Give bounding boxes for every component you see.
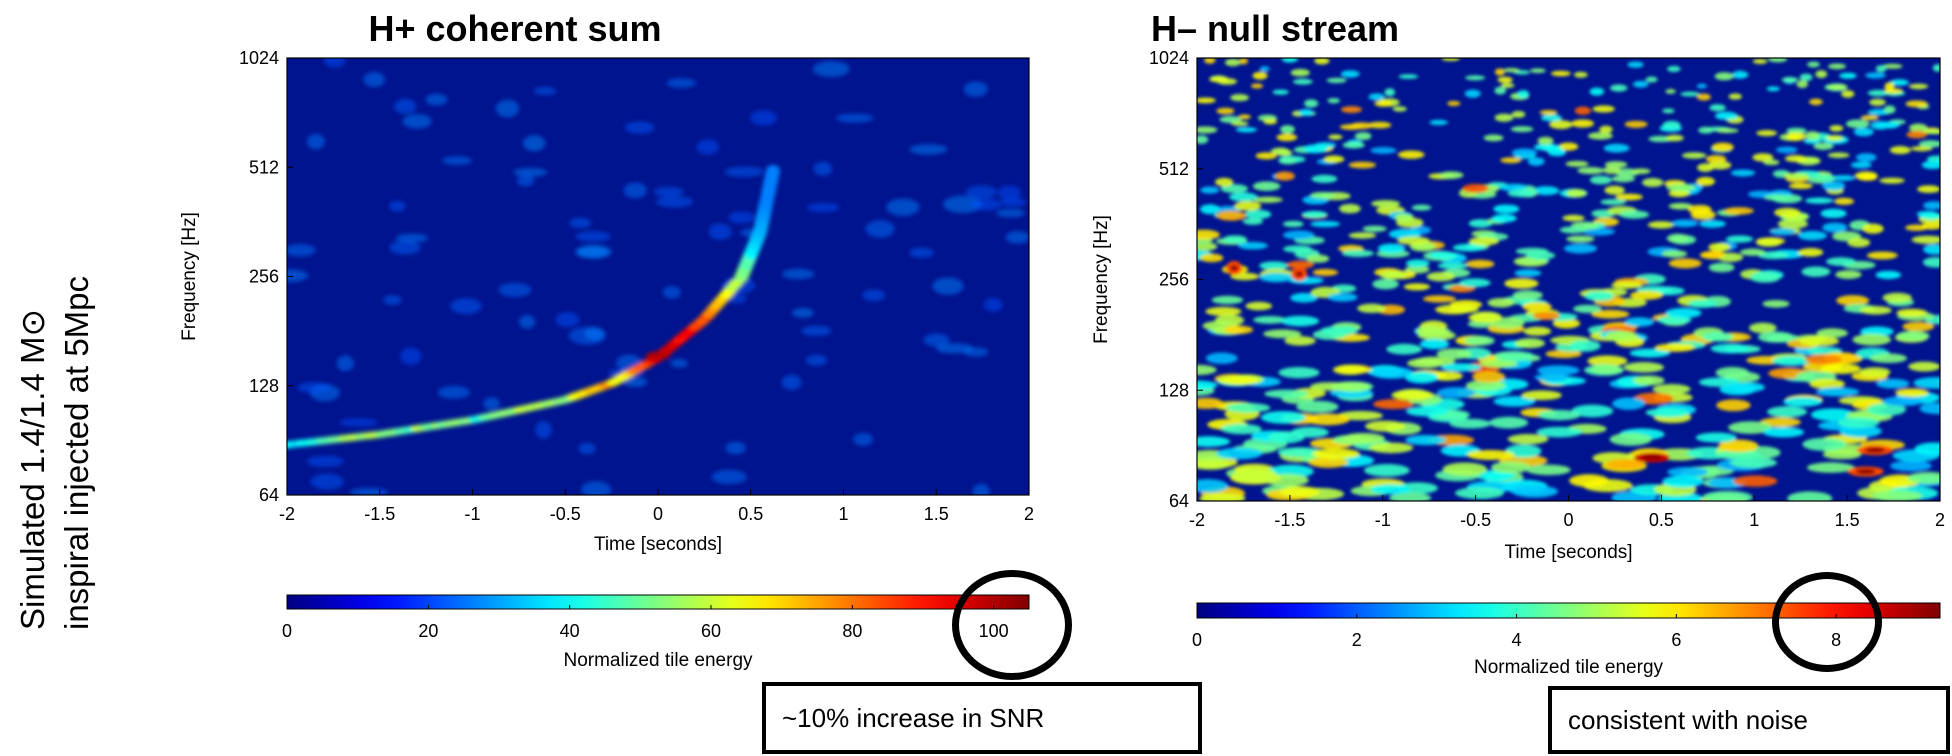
left-colorbar-tick-label: 40: [560, 621, 580, 641]
left-annotation-box: ~10% increase in SNR: [762, 682, 1202, 754]
left-colorbar-highlight-circle: [952, 570, 1072, 680]
right-heatmap-field: [1197, 58, 1940, 501]
right-y-axis-label: Frequency [Hz]: [1091, 215, 1112, 344]
left-colorbar-tick-label: 0: [282, 621, 292, 641]
right-x-tick-label: -2: [1189, 510, 1205, 530]
side-label-line2: inspiral injected at 5Mpc: [58, 276, 95, 630]
left-colorbar-tick-label: 80: [842, 621, 862, 641]
side-label-line1: Simulated 1.4/1.4 M⊙: [14, 309, 51, 630]
right-y-tick-label: 1024: [1149, 48, 1189, 68]
right-colorbar-label: Normalized tile energy: [1474, 657, 1664, 678]
right-colorbar-tick-label: 0: [1192, 630, 1202, 650]
left-y-tick-label: 1024: [239, 48, 279, 68]
right-chart-title: H– null stream: [1150, 8, 1400, 49]
right-x-tick-label: -0.5: [1460, 510, 1491, 530]
left-y-tick-label: 256: [249, 267, 279, 287]
right-x-tick-label: 0.5: [1649, 510, 1674, 530]
right-colorbar: [1196, 602, 1941, 619]
left-x-tick-label: -1.5: [364, 504, 395, 524]
left-x-tick-label: -1: [464, 504, 480, 524]
side-label: Simulated 1.4/1.4 M⊙ inspiral injected a…: [0, 0, 130, 756]
left-x-tick-label: 1.5: [924, 504, 949, 524]
right-y-tick-label: 128: [1159, 380, 1189, 400]
left-x-tick-label: 0: [653, 504, 663, 524]
left-y-tick-label: 512: [249, 157, 279, 177]
right-colorbar-highlight-circle: [1772, 572, 1882, 672]
right-y-tick-label: 256: [1159, 270, 1189, 290]
left-x-tick-label: -2: [279, 504, 295, 524]
right-x-tick-label: 1: [1749, 510, 1759, 530]
right-x-tick-label: 2: [1935, 510, 1945, 530]
right-colorbar-tick-label: 4: [1512, 630, 1522, 650]
left-x-tick-label: -0.5: [550, 504, 581, 524]
left-colorbar-tick-label: 20: [418, 621, 438, 641]
left-colorbar-tick-label: 60: [701, 621, 721, 641]
right-x-tick-label: -1: [1375, 510, 1391, 530]
left-colorbar-label: Normalized tile energy: [563, 650, 753, 671]
right-y-tick-label: 64: [1169, 491, 1189, 511]
right-colorbar-tick-label: 6: [1671, 630, 1681, 650]
right-x-axis-label: Time [seconds]: [1504, 542, 1632, 563]
left-x-tick-label: 0.5: [738, 504, 763, 524]
left-x-tick-label: 1: [838, 504, 848, 524]
right-x-tick-label: -1.5: [1274, 510, 1305, 530]
left-y-tick-label: 128: [249, 376, 279, 396]
left-y-axis-label: Frequency [Hz]: [179, 212, 200, 341]
left-x-axis-label: Time [seconds]: [594, 534, 722, 555]
right-annotation-box: consistent with noise: [1548, 686, 1950, 754]
right-x-tick-label: 0: [1563, 510, 1573, 530]
left-y-tick-label: 64: [259, 485, 279, 505]
left-chart-title: H+ coherent sum: [368, 8, 662, 49]
left-x-tick-label: 2: [1024, 504, 1034, 524]
right-colorbar-tick-label: 2: [1352, 630, 1362, 650]
left-plot-background: [287, 58, 1029, 495]
right-y-tick-label: 512: [1159, 159, 1189, 179]
left-heatmap-field: [287, 58, 1029, 495]
right-x-tick-label: 1.5: [1835, 510, 1860, 530]
